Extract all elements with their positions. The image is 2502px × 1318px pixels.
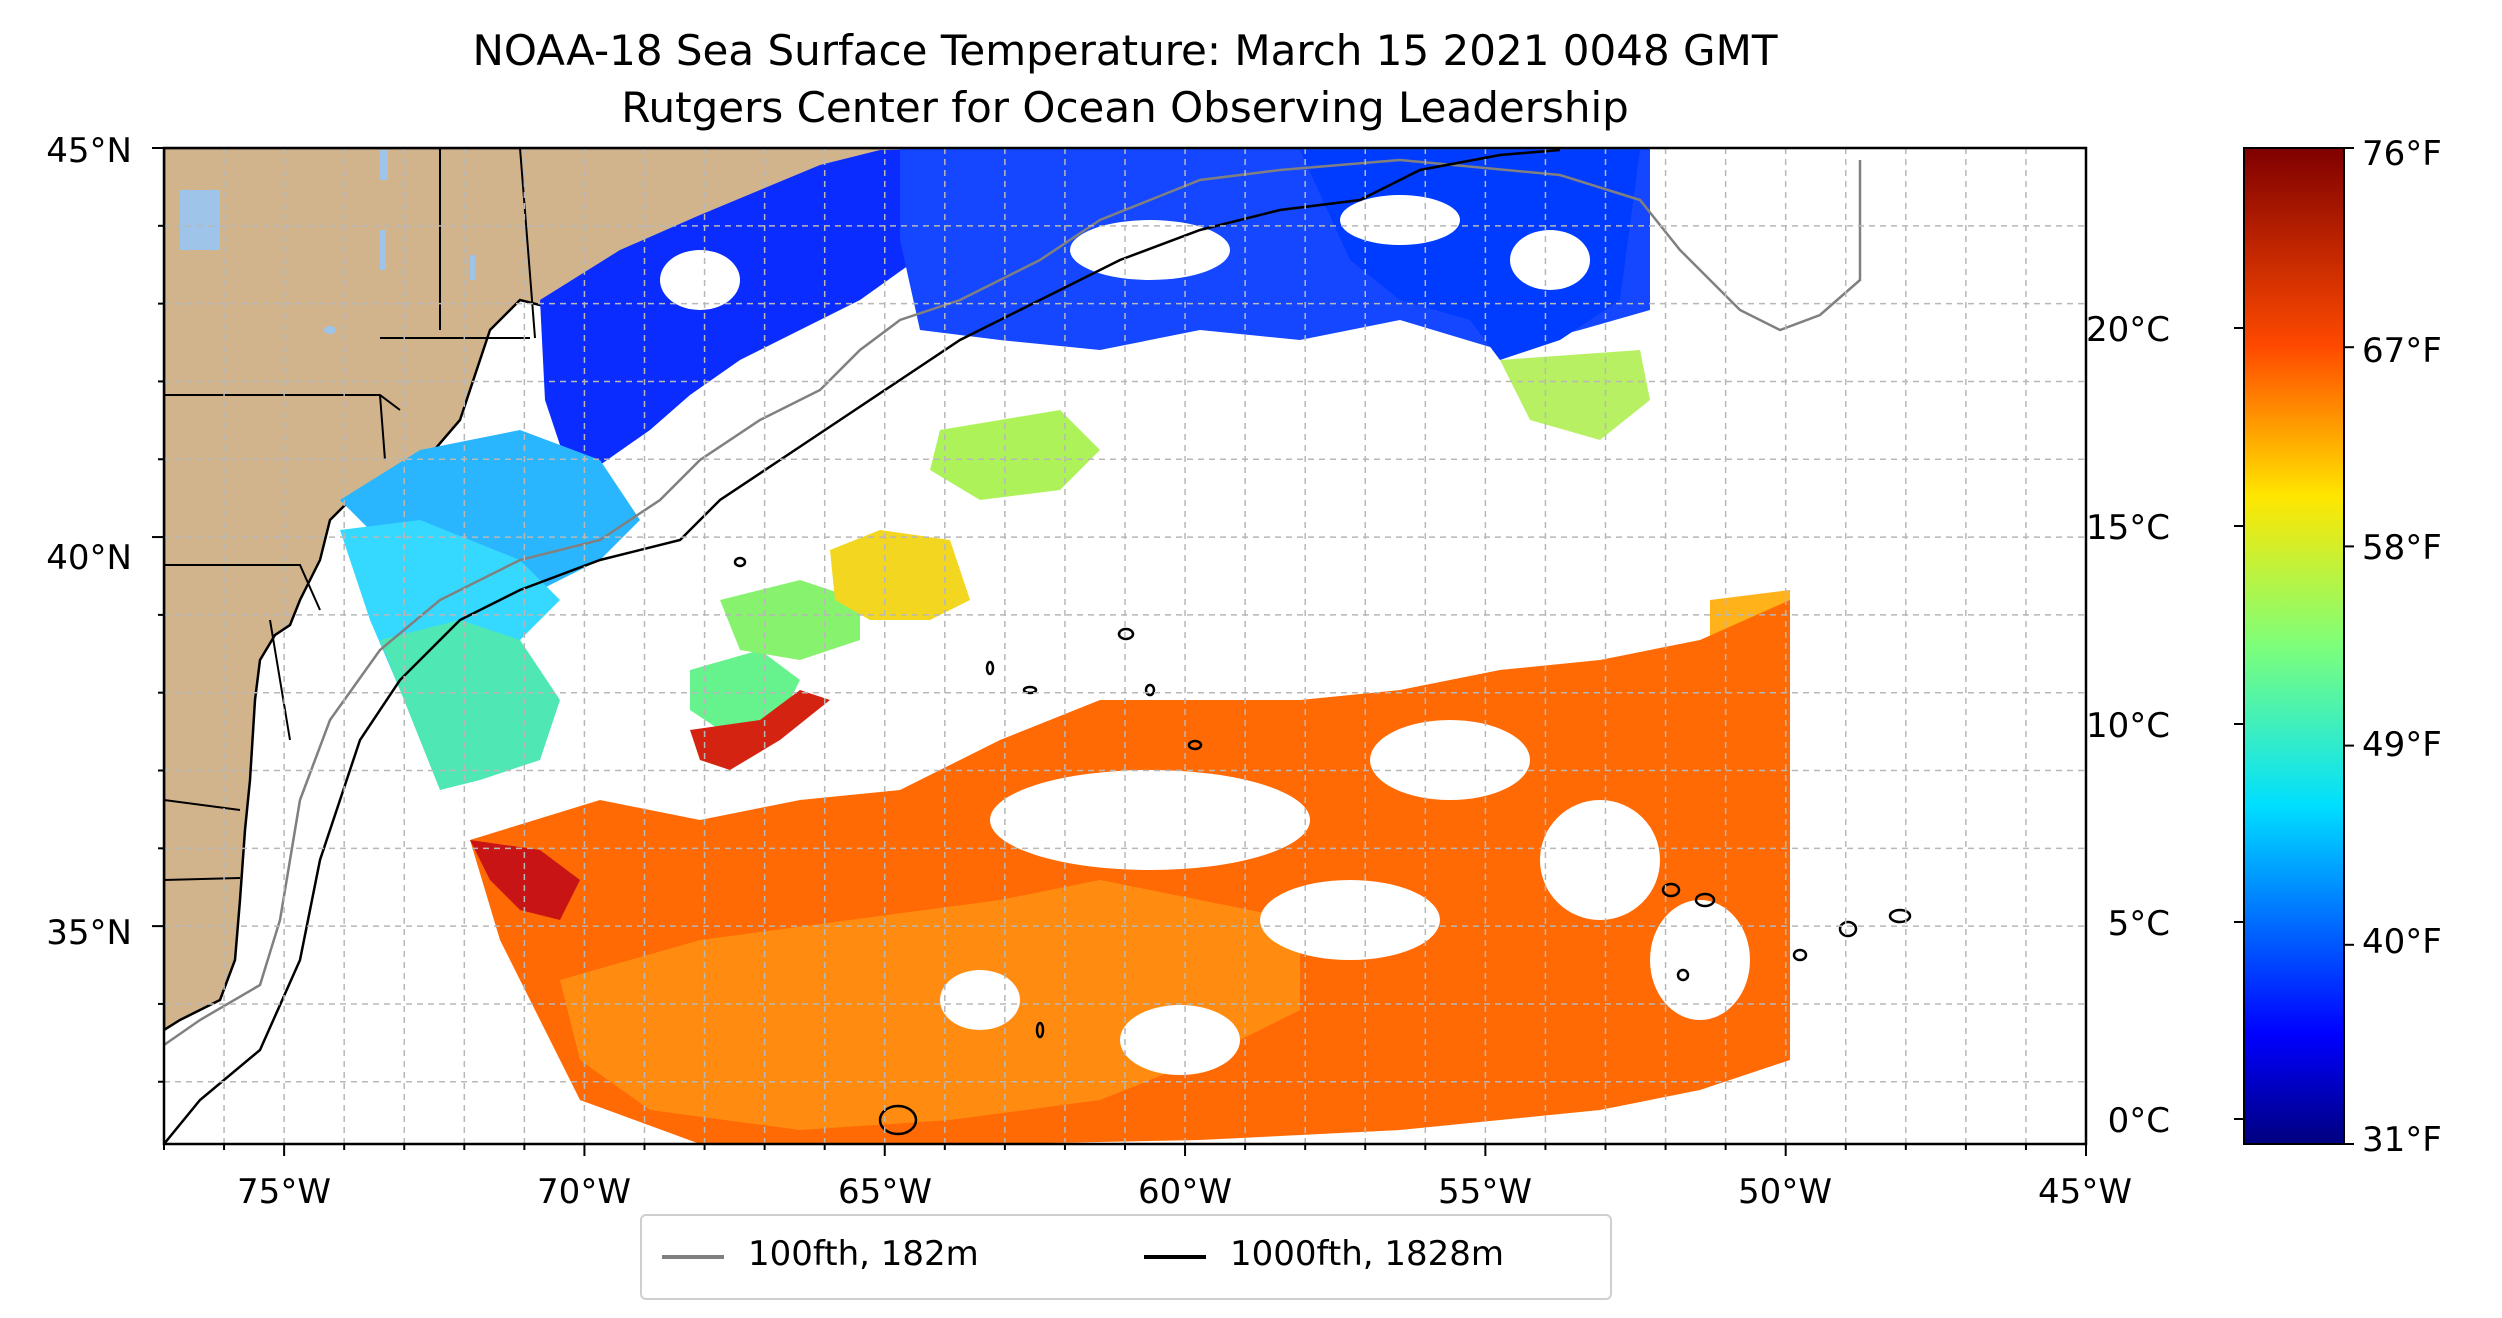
axis-ticks bbox=[152, 147, 2087, 1156]
gridlines bbox=[164, 148, 2086, 1144]
lon-tick-label: 70°W bbox=[537, 1172, 631, 1212]
legend-line-gray bbox=[662, 1255, 724, 1259]
sst-warm-region bbox=[560, 880, 1300, 1130]
map-subtitle: Rutgers Center for Ocean Observing Leade… bbox=[621, 83, 1629, 132]
map-title: NOAA-18 Sea Surface Temperature: March 1… bbox=[472, 26, 1778, 75]
colorbar-fahrenheit-label: 58°F bbox=[2362, 528, 2442, 568]
lon-tick-label: 50°W bbox=[1738, 1172, 1832, 1212]
contour-100fth bbox=[164, 158, 1862, 1047]
colorbar-celsius-label: 20°C bbox=[2085, 310, 2170, 350]
lakes bbox=[180, 150, 475, 334]
colorbar-ticks bbox=[2234, 147, 2354, 1145]
lat-tick-label: 45°N bbox=[46, 131, 132, 171]
legend-line-black bbox=[1144, 1255, 1206, 1259]
lon-tick-label: 60°W bbox=[1138, 1172, 1232, 1212]
colorbar-fahrenheit-label: 49°F bbox=[2362, 725, 2442, 765]
legend-label: 100fth, 182m bbox=[748, 1234, 979, 1274]
state-borders bbox=[164, 148, 536, 881]
sst-hot-patch bbox=[470, 840, 580, 920]
colorbar-celsius-label: 15°C bbox=[2085, 508, 2170, 548]
sst-mild-region bbox=[1500, 350, 1650, 440]
colorbar bbox=[2243, 147, 2345, 1145]
legend-label: 1000fth, 1828m bbox=[1230, 1234, 1505, 1274]
lon-tick-label: 75°W bbox=[237, 1172, 331, 1212]
colorbar-fahrenheit-label: 31°F bbox=[2362, 1120, 2442, 1160]
lat-tick-label: 35°N bbox=[46, 913, 132, 953]
colorbar-celsius-label: 0°C bbox=[2107, 1101, 2170, 1141]
colorbar-celsius-label: 5°C bbox=[2107, 904, 2170, 944]
colorbar-fahrenheit-label: 76°F bbox=[2362, 134, 2442, 174]
lon-tick-label: 65°W bbox=[838, 1172, 932, 1212]
legend: 100fth, 182m 1000fth, 1828m bbox=[640, 1214, 1612, 1300]
sst-hot-patch bbox=[690, 690, 830, 770]
sst-mild-region bbox=[930, 410, 1100, 500]
lon-tick-label: 55°W bbox=[1438, 1172, 1532, 1212]
colorbar-celsius-label: 10°C bbox=[2085, 706, 2170, 746]
sst-mild-region bbox=[380, 620, 560, 790]
sst-mild-region bbox=[690, 650, 800, 730]
sst-warm-patch bbox=[830, 530, 970, 620]
lon-tick-label: 45°W bbox=[2038, 1172, 2132, 1212]
colorbar-fahrenheit-label: 67°F bbox=[2362, 331, 2442, 371]
colorbar-fahrenheit-label: 40°F bbox=[2362, 922, 2442, 962]
contour-1000fth bbox=[164, 148, 1561, 1144]
lat-tick-label: 40°N bbox=[46, 538, 132, 578]
seamounts bbox=[733, 556, 1912, 1136]
